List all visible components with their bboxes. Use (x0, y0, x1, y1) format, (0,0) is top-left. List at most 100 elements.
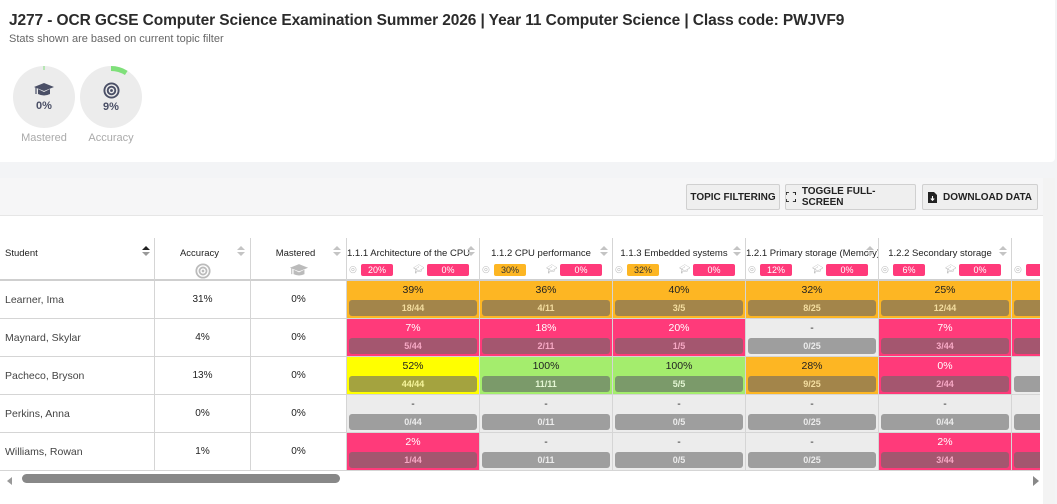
topic-stats: ◎ 30% 🎓︎ 0% (482, 264, 610, 277)
topic-column-header[interactable]: 1.2.2 Secondary storage ◎ 6% 🎓︎ 0% (879, 238, 1012, 281)
topic-score-cell[interactable]: 7% 5/44 (347, 319, 480, 357)
topic-score-cell[interactable]: 40% 3/5 (613, 281, 746, 319)
topic-score-percent: - (544, 436, 548, 448)
topic-score-cell[interactable]: 18% 2/11 (480, 319, 613, 357)
topic-score-fraction (1014, 338, 1040, 354)
topic-score-cell[interactable]: 25% 12/44 (879, 281, 1012, 319)
topic-score-cell[interactable]: 32% 8/25 (746, 281, 879, 319)
topic-score-cell[interactable]: 20% 1/5 (613, 319, 746, 357)
scrollbar-thumb[interactable] (22, 474, 340, 483)
graduation-cap-icon: 🎓︎ (413, 264, 425, 274)
sort-icon[interactable] (866, 246, 874, 258)
sort-icon[interactable] (333, 246, 341, 258)
topic-score-fraction: 0/5 (615, 452, 743, 468)
topic-score-cell[interactable]: - 0/5 (613, 433, 746, 471)
topic-score-cell[interactable]: - 0/25 (746, 433, 879, 471)
topic-score-cell[interactable] (1012, 395, 1040, 433)
topic-score-percent: - (943, 398, 947, 410)
topic-score-cell[interactable]: 2% 3/44 (879, 433, 1012, 471)
horizontal-scrollbar[interactable] (0, 474, 1040, 488)
topic-score-percent: 32% (801, 284, 823, 296)
topic-score-cell[interactable] (1012, 281, 1040, 319)
topic-score-fraction: 4/11 (482, 300, 610, 316)
topic-filtering-label: TOPIC FILTERING (690, 191, 776, 203)
sort-icon[interactable] (600, 246, 608, 258)
topic-score-cell[interactable]: - 0/25 (746, 395, 879, 433)
toggle-fullscreen-button[interactable]: TOGGLE FULL-SCREEN (785, 184, 916, 210)
topic-score-cell[interactable] (1012, 319, 1040, 357)
topic-name: 1.2.1 Primary storage (Memory) (746, 248, 878, 259)
topic-score-cell[interactable] (1012, 357, 1040, 395)
topic-score-cell[interactable]: 28% 9/25 (746, 357, 879, 395)
topic-score-cell[interactable]: 100% 11/11 (480, 357, 613, 395)
topic-score-fraction: 12/44 (881, 300, 1009, 316)
column-header-mastered[interactable]: Mastered (251, 238, 347, 281)
column-header-mastered-label: Mastered (275, 248, 316, 259)
topic-score-percent (1012, 360, 1040, 373)
topic-score-cell[interactable]: 0% 2/44 (879, 357, 1012, 395)
topic-score-percent: - (810, 436, 814, 448)
topic-score-cell[interactable]: - 0/44 (347, 395, 480, 433)
student-name[interactable]: Pacheco, Bryson (0, 357, 155, 395)
student-mastered: 0% (251, 395, 347, 433)
topic-score-cell[interactable]: 52% 44/44 (347, 357, 480, 395)
topic-filtering-button[interactable]: TOPIC FILTERING (686, 184, 780, 210)
target-icon: ◎ (881, 264, 889, 274)
graduation-cap-icon: 🎓︎ (812, 264, 824, 274)
topic-column-header[interactable]: 1.1.1 Architecture of the CPU ◎ 20% 🎓︎ 0… (347, 238, 480, 281)
topic-score-cell[interactable]: 36% 4/11 (480, 281, 613, 319)
topic-score-percent: - (677, 398, 681, 410)
target-icon: ◎ (748, 264, 756, 274)
topic-score-cell[interactable]: - 0/11 (480, 433, 613, 471)
topic-stats: ◎ 6 (1014, 264, 1040, 277)
topic-score-fraction: 11/11 (482, 376, 610, 392)
topic-score-percent: - (544, 398, 548, 410)
topic-score-cell[interactable]: 39% 18/44 (347, 281, 480, 319)
sort-icon[interactable] (999, 246, 1007, 258)
topic-score-cell[interactable]: - 0/5 (613, 395, 746, 433)
scroll-left-arrow-icon[interactable] (7, 477, 12, 485)
topic-score-fraction: 0/25 (748, 452, 876, 468)
mastered-stat: 0% Mastered (13, 66, 75, 144)
topic-score-percent: 0% (937, 360, 953, 372)
student-name[interactable]: Williams, Rowan (0, 433, 155, 471)
topic-mastered-chip: 0% (427, 264, 469, 276)
topic-score-percent: - (677, 436, 681, 448)
sort-icon[interactable] (237, 246, 245, 258)
student-accuracy: 4% (155, 319, 251, 357)
topic-column-header[interactable]: 1.1.3 Embedded systems ◎ 32% 🎓︎ 0% (613, 238, 746, 281)
target-icon: ◎ (1014, 264, 1022, 274)
topic-score-percent: 39% (402, 284, 424, 296)
student-mastered: 0% (251, 357, 347, 395)
vertical-scrollbar[interactable] (1043, 178, 1055, 504)
topic-column-header[interactable]: 1.1.2 CPU performance ◎ 30% 🎓︎ 0% (480, 238, 613, 281)
topic-score-cell[interactable]: - 0/44 (879, 395, 1012, 433)
topic-column-header[interactable]: 1.2.1 Primary storage (Memory) ◎ 12% 🎓︎ … (746, 238, 879, 281)
column-header-accuracy[interactable]: Accuracy (155, 238, 251, 281)
topic-name: 1.1.3 Embedded systems (620, 248, 728, 259)
student-name[interactable]: Learner, Ima (0, 281, 155, 319)
accuracy-value: 9% (103, 100, 119, 113)
topic-score-cell[interactable] (1012, 433, 1040, 471)
accuracy-ring: 9% (80, 66, 142, 128)
sort-icon[interactable] (142, 246, 150, 258)
sort-icon[interactable] (733, 246, 741, 258)
column-header-student[interactable]: Student (0, 238, 155, 281)
graduation-cap-icon (34, 83, 54, 96)
student-accuracy: 13% (155, 357, 251, 395)
topic-score-fraction: 9/25 (748, 376, 876, 392)
topic-score-cell[interactable]: 2% 1/44 (347, 433, 480, 471)
topic-score-cell[interactable]: 100% 5/5 (613, 357, 746, 395)
topic-score-cell[interactable]: - 0/11 (480, 395, 613, 433)
student-name[interactable]: Perkins, Anna (0, 395, 155, 433)
topic-score-cell[interactable]: - 0/25 (746, 319, 879, 357)
scroll-right-arrow-icon[interactable] (1033, 476, 1039, 486)
topic-score-percent: 7% (405, 322, 421, 334)
download-data-button[interactable]: DOWNLOAD DATA (922, 184, 1038, 210)
sort-icon[interactable] (467, 246, 475, 258)
topic-score-percent: 40% (668, 284, 690, 296)
topic-score-cell[interactable]: 7% 3/44 (879, 319, 1012, 357)
column-header-accuracy-label: Accuracy (179, 248, 220, 259)
student-name[interactable]: Maynard, Skylar (0, 319, 155, 357)
topic-column-header[interactable]: ◎ 6 (1012, 238, 1040, 281)
